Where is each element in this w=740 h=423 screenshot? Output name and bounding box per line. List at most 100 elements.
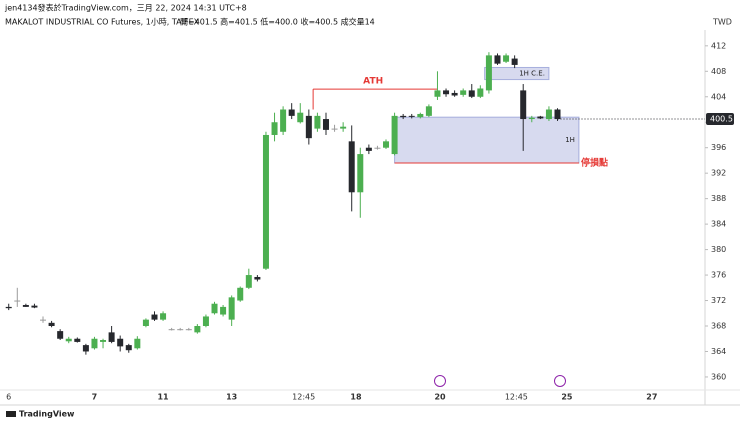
candle-body: [134, 338, 141, 349]
candle-body: [160, 313, 167, 320]
candle-body: [202, 316, 209, 327]
candle-body: [5, 306, 12, 309]
candle-body: [245, 275, 252, 288]
candle-body: [503, 55, 510, 62]
y-tick-label: 368: [711, 322, 726, 331]
x-tick-label: 7: [92, 393, 98, 402]
candle-body: [177, 329, 184, 331]
candle-body: [82, 345, 89, 352]
candle-body: [322, 119, 329, 130]
candle-body: [374, 147, 381, 149]
candle-body: [297, 112, 304, 123]
x-tick-label: 27: [646, 393, 657, 402]
x-tick-label: 12:45: [505, 393, 528, 402]
candle-body: [331, 128, 338, 130]
candle-body: [400, 115, 407, 118]
candle-body: [443, 90, 450, 95]
candle-body: [91, 338, 98, 349]
y-tick-label: 404: [711, 92, 726, 101]
chart-title: jen4134發表於TradingView.com，三月 22, 2024 14…: [4, 3, 247, 13]
candle-body: [554, 109, 561, 120]
candle-body: [460, 90, 467, 95]
candle-body: [220, 306, 227, 315]
zone: [484, 66, 550, 81]
y-tick-label: 380: [711, 245, 726, 254]
candle-body: [280, 109, 287, 132]
y-tick-label: 392: [711, 169, 726, 178]
candle-body: [477, 88, 484, 97]
candle-body: [468, 90, 475, 97]
candle-body: [228, 297, 235, 320]
candle-body: [108, 332, 115, 342]
candle-body: [417, 113, 424, 118]
candle-body: [262, 134, 269, 269]
candle-body: [340, 126, 347, 129]
y-tick-label: 364: [711, 347, 726, 356]
y-tick-label: 372: [711, 296, 726, 305]
candle-body: [254, 276, 261, 280]
candle-body: [537, 116, 544, 119]
x-tick-label: 20: [434, 393, 446, 402]
candle-body: [434, 90, 441, 97]
x-tick-label: 13: [226, 393, 237, 402]
candle-body: [348, 141, 355, 193]
candle-body: [494, 55, 501, 64]
zone: [394, 116, 580, 164]
candle-body: [451, 92, 458, 96]
y-tick-label: 360: [711, 372, 726, 381]
ohlc-text: 開=401.5 高=401.5 低=400.0 收=400.5 成交量14: [180, 17, 375, 27]
y-tick-label: 396: [711, 143, 726, 152]
candle-body: [31, 305, 38, 308]
candle-body: [48, 322, 55, 327]
zone-label: 1H C.E.: [519, 70, 545, 78]
brand: TradingView: [19, 410, 75, 419]
candle-body: [14, 300, 21, 302]
y-tick-label: 408: [711, 67, 726, 76]
candle-body: [22, 304, 29, 307]
candle-body: [57, 331, 64, 339]
candle-body: [528, 117, 535, 120]
x-tick-label: 11: [157, 393, 169, 402]
candle-body: [142, 319, 149, 327]
candle-body: [168, 329, 175, 331]
candle-body: [74, 338, 81, 342]
candle-body: [383, 141, 390, 148]
x-tick-label: 18: [350, 393, 362, 402]
candle-body: [511, 58, 518, 65]
candle-body: [194, 326, 201, 333]
candle-body: [314, 115, 321, 129]
candle-body: [65, 338, 72, 342]
event-icon[interactable]: [434, 375, 446, 387]
candle-body: [357, 154, 364, 193]
candle-body: [408, 115, 415, 117]
last-price-box: [706, 113, 734, 126]
candle-body: [40, 319, 47, 321]
candle-body: [545, 109, 552, 120]
y-tick-label: 412: [711, 41, 726, 50]
candle-body: [271, 122, 278, 135]
candle-body: [185, 329, 192, 331]
event-icon[interactable]: [554, 375, 566, 387]
y-tick-label: 376: [711, 271, 726, 280]
candle-body: [520, 90, 527, 120]
x-tick-label: 6: [6, 393, 11, 402]
chart-subtitle: MAKALOT INDUSTRIAL CO Futures, 1小時, TAIF…: [5, 18, 200, 27]
zone-label: 1H: [565, 136, 575, 144]
x-tick-label: 12:45: [292, 393, 315, 402]
brand-logo: [6, 411, 16, 417]
x-tick-label: 25: [561, 393, 573, 402]
candle-body: [100, 340, 107, 342]
currency: TWD: [712, 18, 732, 27]
annotation-label: ATH: [363, 77, 383, 87]
candle-body: [365, 147, 372, 151]
annotation-label: 停損點: [581, 156, 608, 168]
y-tick-label: 384: [711, 220, 726, 229]
candle-body: [485, 55, 492, 91]
y-tick-label: 388: [711, 194, 726, 203]
candle-body: [211, 303, 218, 314]
candle-body: [305, 115, 312, 139]
candle-body: [151, 314, 158, 320]
candle-body: [425, 106, 432, 116]
